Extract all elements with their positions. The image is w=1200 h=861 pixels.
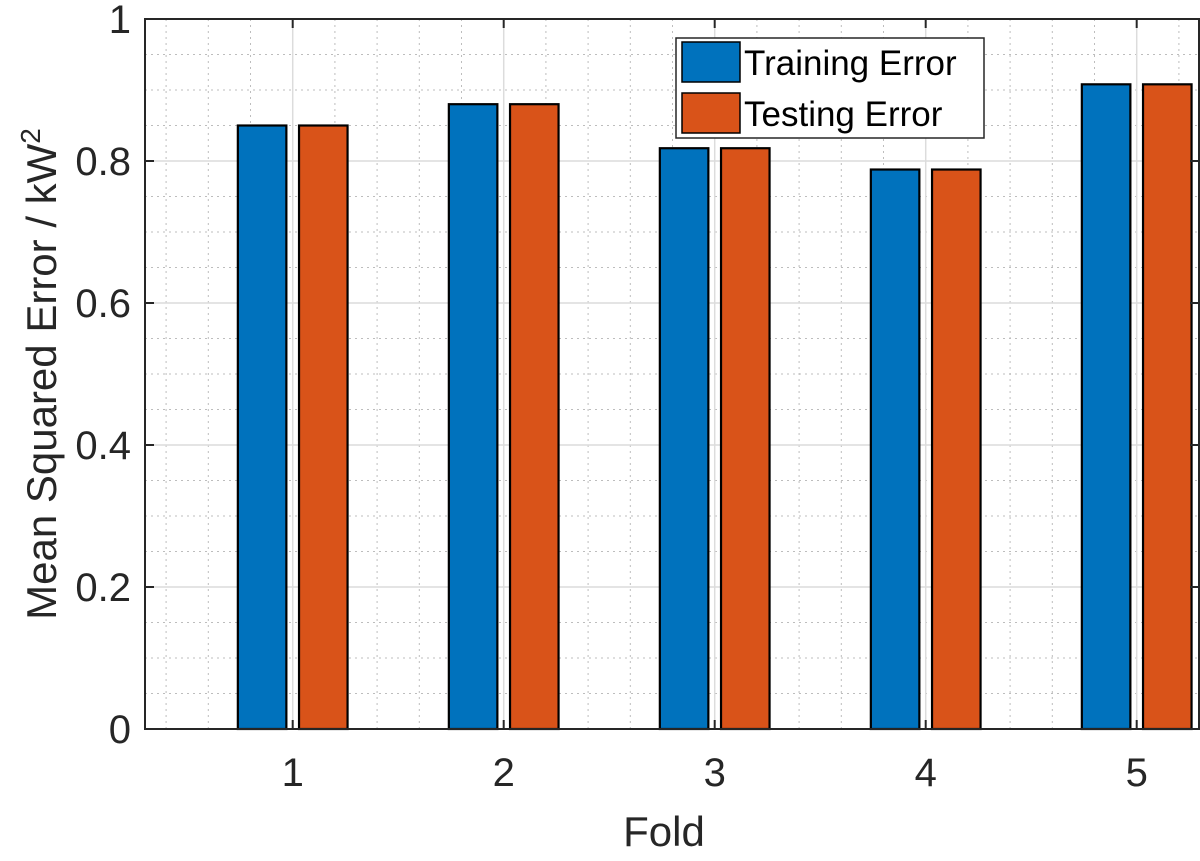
y-tick-label: 0.4 — [75, 424, 131, 468]
legend-swatch-testing — [681, 92, 741, 134]
y-tick-label: 1 — [109, 0, 131, 42]
y-tick-label: 0.6 — [75, 282, 131, 326]
y-axis-ticks: 0 0.2 0.4 0.6 0.8 1 — [75, 0, 1199, 752]
legend-label-training: Training Error — [744, 44, 957, 83]
y-axis-title-superscript: 2 — [15, 128, 46, 144]
y-tick-label: 0.2 — [75, 566, 131, 610]
training-error-bar-5 — [1080, 83, 1132, 731]
y-axis-title: Mean Squared Error / kW2 — [15, 128, 65, 620]
testing-error-bar-1 — [297, 124, 349, 731]
legend-label-testing: Testing Error — [744, 95, 943, 134]
testing-error-bar-3 — [719, 147, 771, 731]
x-tick-label: 2 — [493, 751, 515, 795]
training-error-bar-2 — [447, 103, 499, 731]
x-axis-ticks: 1 2 3 4 5 — [282, 19, 1148, 795]
y-tick-label: 0.8 — [75, 140, 131, 184]
training-error-bar-1 — [236, 124, 288, 731]
training-error-bar-3 — [658, 147, 710, 731]
y-axis-title-text: Mean Squared Error / kW — [18, 143, 65, 620]
x-axis-title: Fold — [623, 808, 705, 855]
training-error-bar-4 — [869, 168, 921, 731]
x-tick-label: 3 — [704, 751, 726, 795]
bars — [236, 83, 1193, 731]
x-tick-label: 4 — [915, 751, 937, 795]
y-tick-label: 0 — [109, 708, 131, 752]
axes-box — [144, 18, 1200, 730]
x-tick-label: 5 — [1126, 751, 1148, 795]
testing-error-bar-5 — [1141, 83, 1193, 731]
testing-error-bar-4 — [930, 168, 982, 731]
x-tick-label: 1 — [282, 751, 304, 795]
testing-error-bar-2 — [508, 103, 560, 731]
legend: Training Error Testing Error — [675, 37, 985, 139]
legend-swatch-training — [681, 41, 741, 83]
